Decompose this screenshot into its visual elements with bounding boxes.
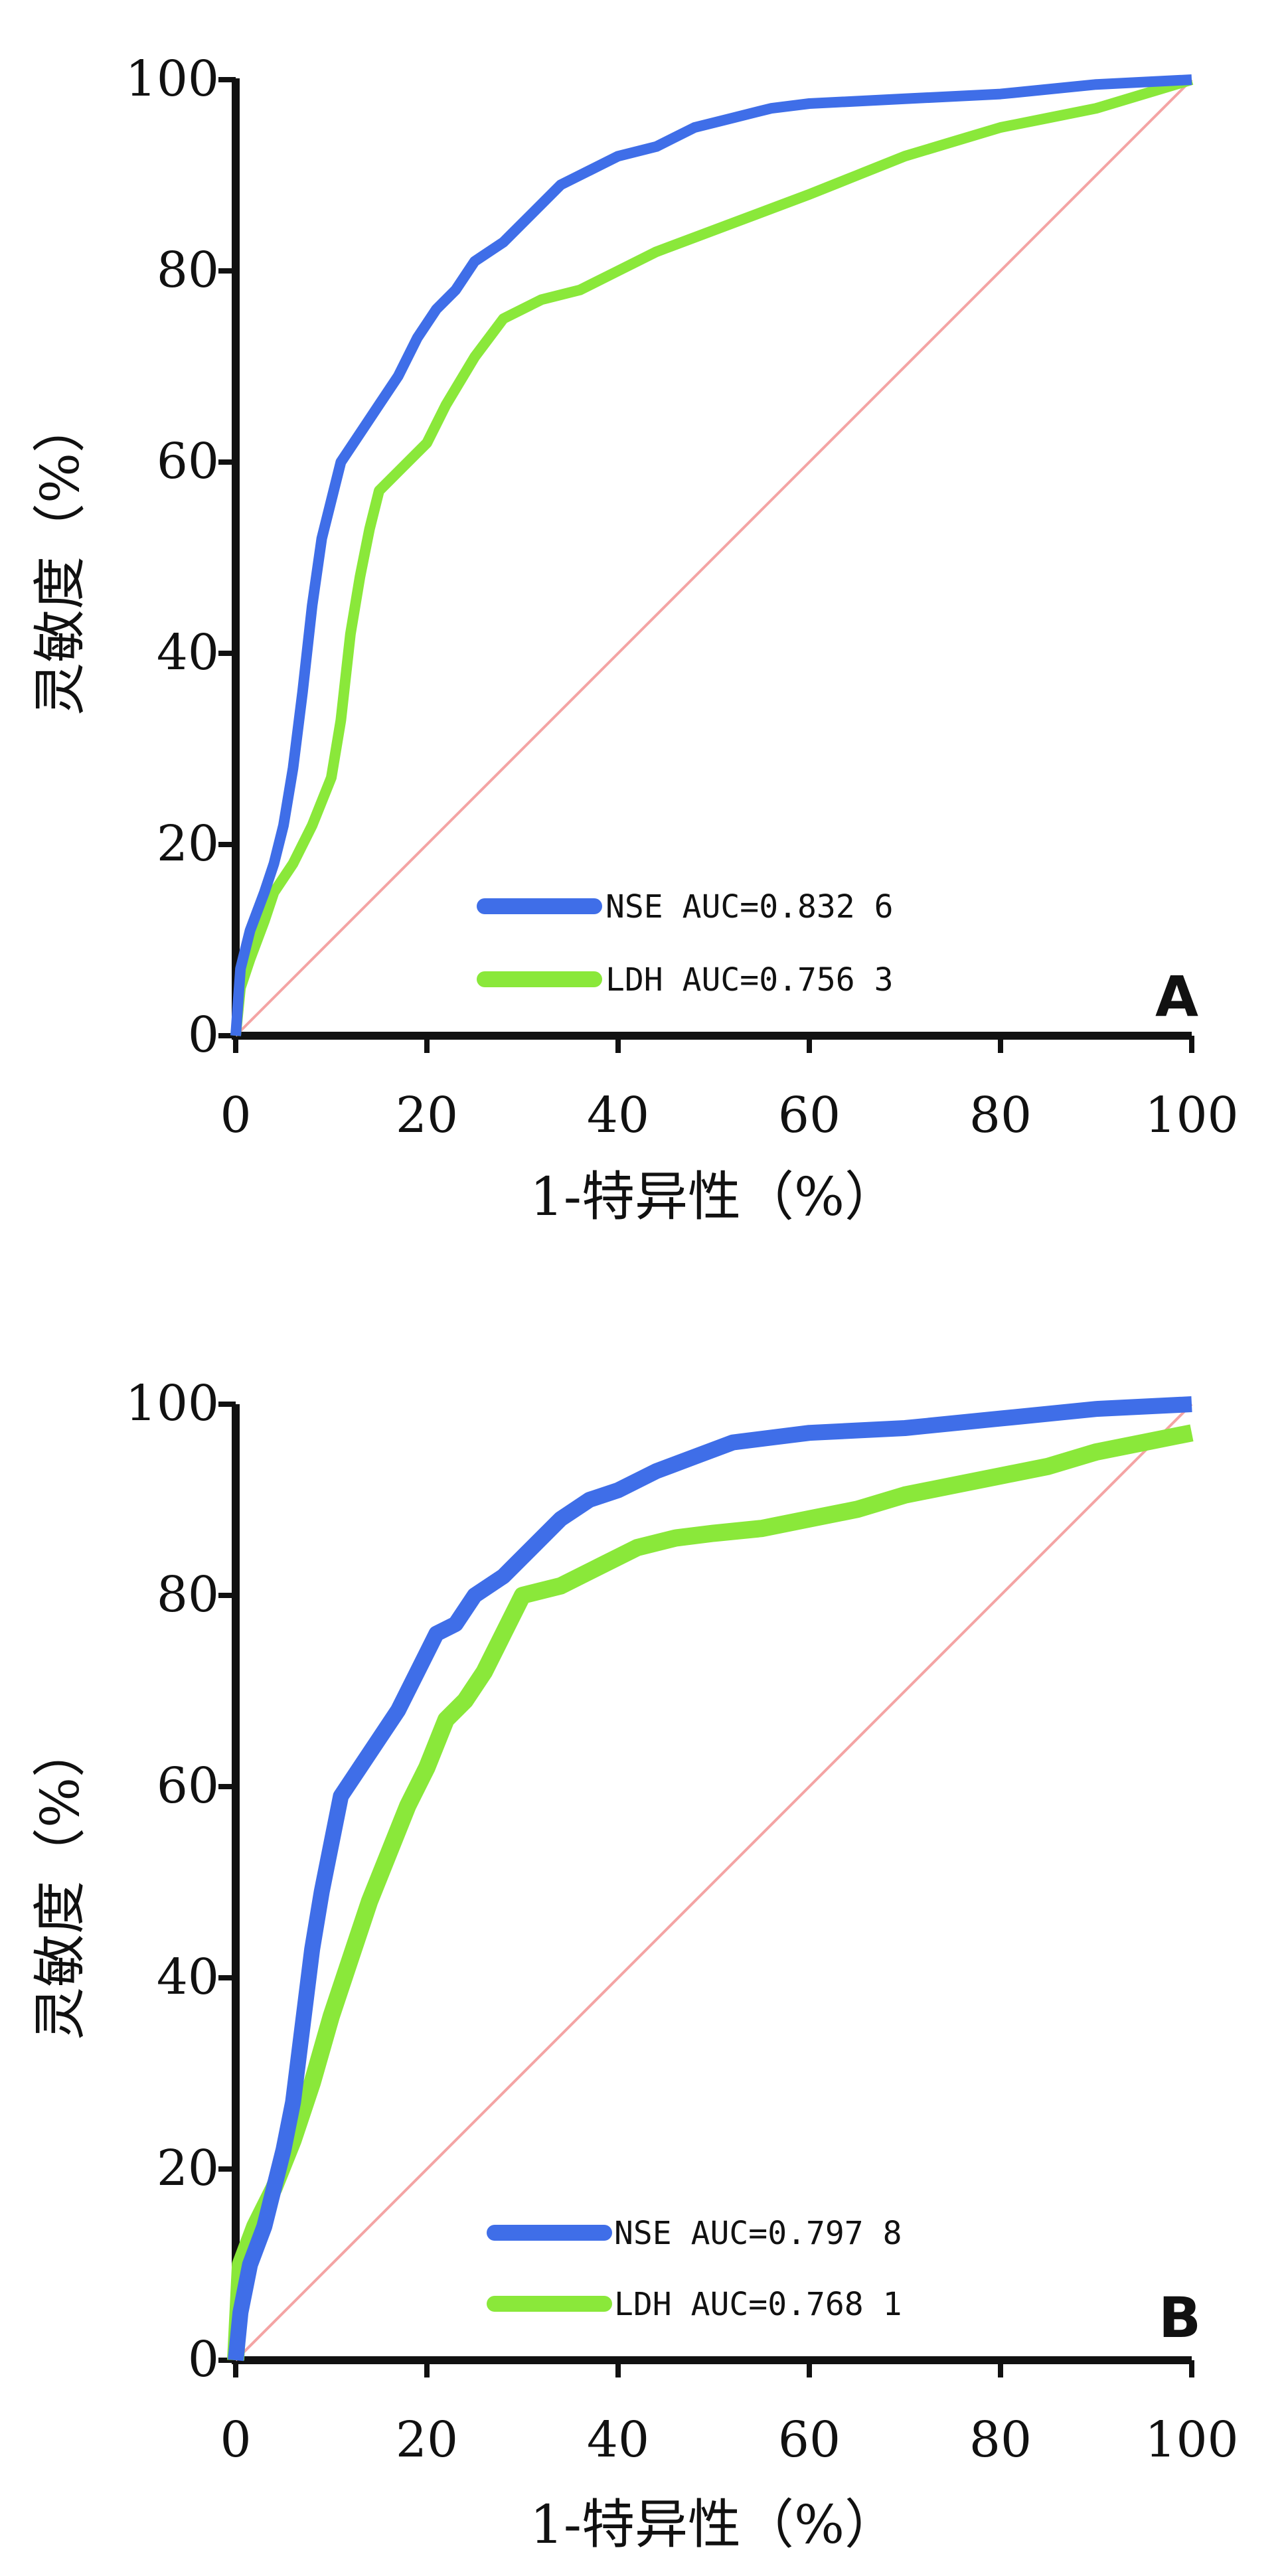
x-tick-label: 0 [220, 1087, 251, 1144]
y-tick-label: 100 [125, 50, 219, 108]
y-tick-label: 0 [188, 2331, 219, 2388]
y-axis-title: 灵敏度（%） [29, 1724, 91, 2040]
legend-label-nse: NSE AUC=0.832 6 [605, 888, 893, 926]
y-tick-label: 20 [157, 2140, 219, 2197]
chart-panel-b: 0 20 40 60 80 100 0 20 40 60 80 100 1-特异… [29, 1375, 1239, 2555]
x-axis-title: 1-特异性（%） [530, 2494, 898, 2555]
x-tick-label: 60 [778, 1087, 841, 1144]
y-tick-labels: 0 20 40 60 80 100 [125, 1375, 219, 2388]
series-line-nse [228, 1396, 1192, 2362]
y-tick-label: 60 [157, 433, 219, 490]
x-tick-label: 20 [396, 1087, 458, 1144]
y-tick-label: 80 [157, 1566, 219, 1623]
x-tick-label: 100 [1145, 1087, 1238, 1144]
x-tick-label: 60 [778, 2411, 841, 2468]
y-tick-label: 40 [157, 624, 219, 681]
x-tick-label: 100 [1145, 2411, 1238, 2468]
x-axis-ticks [233, 2360, 1194, 2377]
x-axis-ticks [233, 1036, 1194, 1053]
legend-label-ldh: LDH AUC=0.756 3 [605, 961, 893, 999]
series-line-ldh [230, 74, 1194, 1036]
series-line-nse [230, 74, 1192, 1036]
panel-label: A [1155, 964, 1198, 1029]
y-tick-label: 20 [157, 815, 219, 872]
y-tick-label: 80 [157, 242, 219, 299]
chart-panel-a: 0 20 40 60 80 100 0 20 40 60 80 100 1-特异… [29, 50, 1239, 1228]
y-tick-label: 60 [157, 1757, 219, 1814]
reference-diagonal-line [234, 78, 1193, 1037]
legend-label-ldh: LDH AUC=0.768 1 [614, 2286, 902, 2323]
y-axis-ticks [218, 77, 236, 1038]
x-tick-label: 0 [220, 2411, 251, 2468]
y-tick-label: 40 [157, 1949, 219, 2006]
x-tick-labels: 0 20 40 60 80 100 [220, 2411, 1238, 2468]
y-tick-label: 0 [188, 1006, 219, 1064]
x-tick-label: 40 [587, 2411, 649, 2468]
y-axis-ticks [218, 1402, 236, 2363]
y-axis-title: 灵敏度（%） [29, 400, 91, 716]
series-line-ldh [227, 1424, 1194, 2361]
x-axis-title: 1-特异性（%） [530, 1166, 898, 1228]
legend: NSE AUC=0.832 6 LDH AUC=0.756 3 [477, 888, 893, 999]
panel-label: B [1159, 2285, 1201, 2350]
x-tick-label: 80 [969, 1087, 1032, 1144]
reference-diagonal-line [234, 1403, 1193, 2362]
x-tick-label: 40 [587, 1087, 649, 1144]
legend: NSE AUC=0.797 8 LDH AUC=0.768 1 [487, 2215, 902, 2323]
x-tick-labels: 0 20 40 60 80 100 [220, 1087, 1238, 1144]
y-tick-label: 100 [125, 1375, 219, 1432]
y-tick-labels: 0 20 40 60 80 100 [125, 50, 219, 1064]
x-tick-label: 80 [969, 2411, 1032, 2468]
x-tick-label: 20 [396, 2411, 458, 2468]
legend-label-nse: NSE AUC=0.797 8 [614, 2215, 902, 2252]
